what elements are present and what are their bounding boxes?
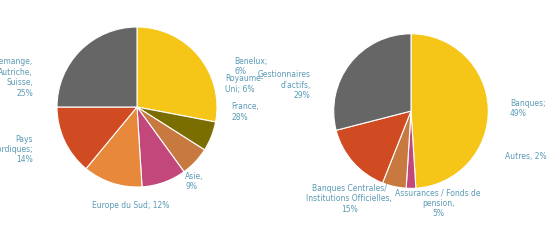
Text: France,
28%: France, 28% xyxy=(231,102,259,121)
Text: Banques Centrales/
Institutions Officielles,
15%: Banques Centrales/ Institutions Officiel… xyxy=(306,183,392,213)
Text: Autres, 2%: Autres, 2% xyxy=(505,152,547,161)
Text: Assurances / Fonds de
pension,
5%: Assurances / Fonds de pension, 5% xyxy=(395,188,481,217)
Text: Europe du Sud; 12%: Europe du Sud; 12% xyxy=(92,200,169,209)
Wedge shape xyxy=(57,28,137,108)
Wedge shape xyxy=(406,112,416,189)
Text: Banques;
49%: Banques; 49% xyxy=(510,98,546,117)
Wedge shape xyxy=(336,112,411,183)
Wedge shape xyxy=(137,108,204,172)
Wedge shape xyxy=(86,108,142,187)
Wedge shape xyxy=(137,108,184,187)
Wedge shape xyxy=(137,108,215,150)
Text: Allemange,
Autriche,
Suisse,
25%: Allemange, Autriche, Suisse, 25% xyxy=(0,57,33,97)
Text: Gestionnaires
d'actifs,
29%: Gestionnaires d'actifs, 29% xyxy=(258,70,311,99)
Wedge shape xyxy=(137,28,217,122)
Text: Asie,
9%: Asie, 9% xyxy=(185,171,203,190)
Wedge shape xyxy=(57,108,137,169)
Text: Royaume-
Uni; 6%: Royaume- Uni; 6% xyxy=(225,74,264,93)
Text: Benelux;
6%: Benelux; 6% xyxy=(235,57,268,76)
Text: Pays
nordiques;
14%: Pays nordiques; 14% xyxy=(0,134,33,164)
Wedge shape xyxy=(411,35,488,188)
Wedge shape xyxy=(334,35,411,131)
Wedge shape xyxy=(383,112,411,188)
